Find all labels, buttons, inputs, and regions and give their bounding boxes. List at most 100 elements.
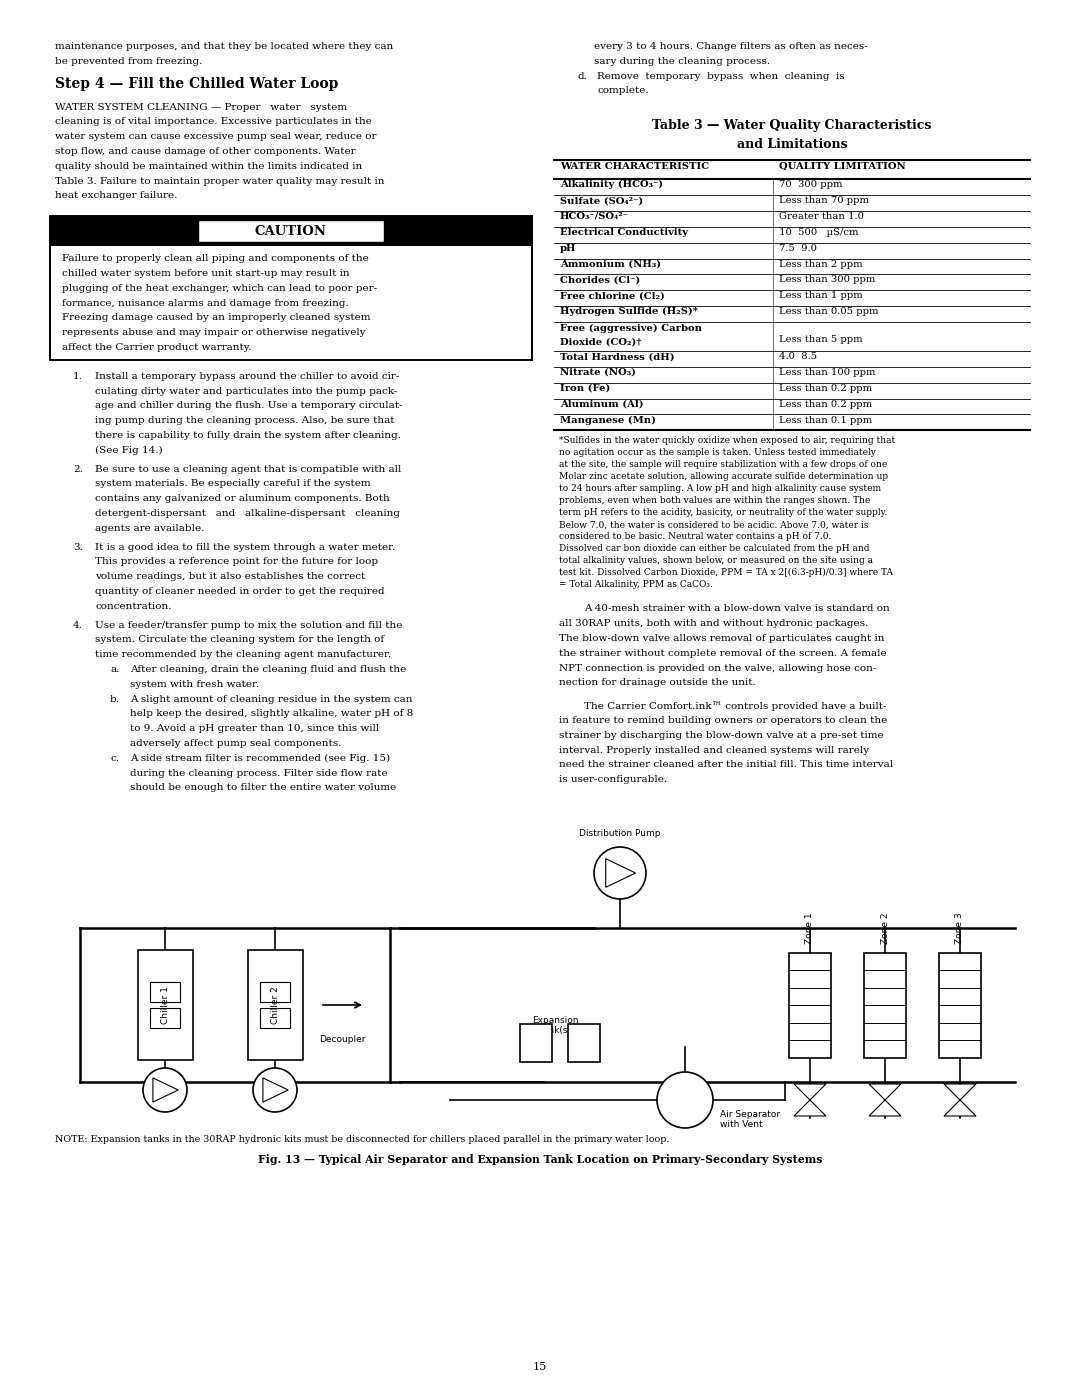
Circle shape bbox=[594, 847, 646, 900]
Text: Nitrate (NO₃): Nitrate (NO₃) bbox=[561, 367, 636, 377]
Text: Molar zinc acetate solution, allowing accurate sulfide determination up: Molar zinc acetate solution, allowing ac… bbox=[559, 472, 888, 482]
Text: A side stream filter is recommended (see Fig. 15): A side stream filter is recommended (see… bbox=[130, 754, 390, 763]
Text: contains any galvanized or aluminum components. Both: contains any galvanized or aluminum comp… bbox=[95, 495, 390, 503]
Text: WATER CHARACTERISTIC: WATER CHARACTERISTIC bbox=[561, 162, 710, 170]
Text: Less than 0.1 ppm: Less than 0.1 ppm bbox=[779, 415, 873, 425]
Text: chilled water system before unit start-up may result in: chilled water system before unit start-u… bbox=[62, 270, 350, 278]
Text: every 3 to 4 hours. Change filters as often as neces-: every 3 to 4 hours. Change filters as of… bbox=[594, 42, 867, 52]
FancyBboxPatch shape bbox=[789, 953, 831, 1058]
Text: problems, even when both values are within the ranges shown. The: problems, even when both values are with… bbox=[559, 496, 870, 506]
FancyBboxPatch shape bbox=[939, 953, 981, 1058]
Text: adversely affect pump seal components.: adversely affect pump seal components. bbox=[130, 739, 341, 747]
Text: Be sure to use a cleaning agent that is compatible with all: Be sure to use a cleaning agent that is … bbox=[95, 465, 402, 474]
Text: (See Fig 14.): (See Fig 14.) bbox=[95, 446, 163, 455]
Polygon shape bbox=[262, 1078, 288, 1102]
Text: Chorides (Cl⁻): Chorides (Cl⁻) bbox=[561, 275, 640, 285]
Text: at the site, the sample will require stabilization with a few drops of one: at the site, the sample will require sta… bbox=[559, 461, 888, 469]
Text: and Limitations: and Limitations bbox=[737, 138, 848, 151]
Text: age and chiller during the flush. Use a temporary circulat-: age and chiller during the flush. Use a … bbox=[95, 401, 403, 411]
Text: Below 7.0, the water is considered to be acidic. Above 7.0, water is: Below 7.0, the water is considered to be… bbox=[559, 520, 868, 529]
Text: Less than 5 ppm: Less than 5 ppm bbox=[779, 334, 863, 344]
Text: during the cleaning process. Filter side flow rate: during the cleaning process. Filter side… bbox=[130, 768, 388, 778]
Text: Use a feeder/transfer pump to mix the solution and fill the: Use a feeder/transfer pump to mix the so… bbox=[95, 620, 403, 630]
Text: Distribution Pump: Distribution Pump bbox=[579, 828, 661, 838]
FancyBboxPatch shape bbox=[247, 950, 302, 1060]
Text: Air Separator
with Vent: Air Separator with Vent bbox=[720, 1111, 780, 1129]
Text: all 30RAP units, both with and without hydronic packages.: all 30RAP units, both with and without h… bbox=[559, 619, 868, 629]
Text: Less than 70 ppm: Less than 70 ppm bbox=[779, 196, 869, 205]
Text: A slight amount of cleaning residue in the system can: A slight amount of cleaning residue in t… bbox=[130, 694, 413, 704]
Text: Greater than 1.0: Greater than 1.0 bbox=[779, 212, 864, 221]
Text: 1.: 1. bbox=[73, 372, 83, 381]
Polygon shape bbox=[869, 1084, 901, 1099]
Text: complete.: complete. bbox=[597, 87, 649, 95]
Text: Less than 0.2 ppm: Less than 0.2 ppm bbox=[779, 400, 872, 409]
Text: QUALITY LIMITATION: QUALITY LIMITATION bbox=[779, 162, 906, 170]
Text: Dioxide (CO₂)†: Dioxide (CO₂)† bbox=[561, 337, 642, 346]
Text: Dissolved car bon dioxide can either be calculated from the pH and: Dissolved car bon dioxide can either be … bbox=[559, 545, 869, 553]
Text: Less than 0.2 ppm: Less than 0.2 ppm bbox=[779, 384, 872, 393]
Text: should be enough to filter the entire water volume: should be enough to filter the entire wa… bbox=[130, 784, 396, 792]
Text: Decoupler: Decoupler bbox=[319, 1035, 365, 1044]
Text: culating dirty water and particulates into the pump pack-: culating dirty water and particulates in… bbox=[95, 387, 397, 395]
Polygon shape bbox=[869, 1099, 901, 1116]
Text: nection for drainage outside the unit.: nection for drainage outside the unit. bbox=[559, 679, 756, 687]
Circle shape bbox=[657, 1071, 713, 1127]
Text: pH: pH bbox=[561, 243, 577, 253]
Text: Sulfate (SO₄²⁻): Sulfate (SO₄²⁻) bbox=[561, 196, 644, 205]
Text: Free chlorine (Cl₂): Free chlorine (Cl₂) bbox=[561, 292, 665, 300]
Text: d.: d. bbox=[577, 71, 586, 81]
FancyBboxPatch shape bbox=[50, 217, 532, 360]
Text: 10  500   µS/cm: 10 500 µS/cm bbox=[779, 228, 859, 237]
Text: Iron (Fe): Iron (Fe) bbox=[561, 384, 610, 393]
Text: total alkalinity values, shown below, or measured on the site using a: total alkalinity values, shown below, or… bbox=[559, 556, 873, 566]
Text: there is capability to fully drain the system after cleaning.: there is capability to fully drain the s… bbox=[95, 432, 401, 440]
Text: ing pump during the cleaning process. Also, be sure that: ing pump during the cleaning process. Al… bbox=[95, 416, 394, 425]
FancyBboxPatch shape bbox=[260, 982, 291, 1002]
Text: Table 3. Failure to maintain proper water quality may result in: Table 3. Failure to maintain proper wate… bbox=[55, 176, 384, 186]
Text: The blow-down valve allows removal of particulates caught in: The blow-down valve allows removal of pa… bbox=[559, 634, 885, 643]
FancyBboxPatch shape bbox=[199, 221, 383, 242]
Text: to 9. Avoid a pH greater than 10, since this will: to 9. Avoid a pH greater than 10, since … bbox=[130, 724, 379, 733]
Text: NOTE: Expansion tanks in the 30RAP hydronic kits must be disconnected for chille: NOTE: Expansion tanks in the 30RAP hydro… bbox=[55, 1134, 670, 1144]
Text: concentration.: concentration. bbox=[95, 602, 172, 610]
Text: to 24 hours after sampling. A low pH and high alkalinity cause system: to 24 hours after sampling. A low pH and… bbox=[559, 485, 881, 493]
Text: Less than 100 ppm: Less than 100 ppm bbox=[779, 367, 876, 377]
Text: 4.: 4. bbox=[73, 620, 83, 630]
Text: help keep the desired, slightly alkaline, water pH of 8: help keep the desired, slightly alkaline… bbox=[130, 710, 414, 718]
Text: 70  300 ppm: 70 300 ppm bbox=[779, 180, 842, 189]
Text: Less than 0.05 ppm: Less than 0.05 ppm bbox=[779, 307, 878, 316]
Text: system materials. Be especially careful if the system: system materials. Be especially careful … bbox=[95, 479, 370, 489]
Text: is user-configurable.: is user-configurable. bbox=[559, 775, 667, 784]
Polygon shape bbox=[153, 1078, 178, 1102]
Circle shape bbox=[143, 1067, 187, 1112]
Text: Less than 1 ppm: Less than 1 ppm bbox=[779, 292, 863, 300]
Text: 3.: 3. bbox=[73, 542, 83, 552]
FancyBboxPatch shape bbox=[150, 982, 180, 1002]
FancyBboxPatch shape bbox=[137, 950, 192, 1060]
Text: Table 3 — Water Quality Characteristics: Table 3 — Water Quality Characteristics bbox=[652, 119, 932, 133]
Text: 15: 15 bbox=[532, 1362, 548, 1372]
Text: = Total Alkalinity, PPM as CaCO₃.: = Total Alkalinity, PPM as CaCO₃. bbox=[559, 580, 713, 590]
Text: volume readings, but it also establishes the correct: volume readings, but it also establishes… bbox=[95, 573, 365, 581]
Text: *Sulfides in the water quickly oxidize when exposed to air, requiring that: *Sulfides in the water quickly oxidize w… bbox=[559, 436, 895, 446]
Text: WATER SYSTEM CLEANING — Proper   water   system: WATER SYSTEM CLEANING — Proper water sys… bbox=[55, 102, 347, 112]
Text: in feature to remind building owners or operators to clean the: in feature to remind building owners or … bbox=[559, 715, 888, 725]
Text: system. Circulate the cleaning system for the length of: system. Circulate the cleaning system fo… bbox=[95, 636, 384, 644]
FancyBboxPatch shape bbox=[519, 1024, 552, 1062]
Text: Chiller 1: Chiller 1 bbox=[161, 986, 170, 1024]
Text: be prevented from freezing.: be prevented from freezing. bbox=[55, 57, 202, 66]
Text: Less than 2 ppm: Less than 2 ppm bbox=[779, 260, 863, 268]
Text: Hydrogen Sulfide (H₂S)*: Hydrogen Sulfide (H₂S)* bbox=[561, 307, 698, 316]
Text: a.: a. bbox=[110, 665, 120, 673]
Text: Zone 1: Zone 1 bbox=[806, 912, 814, 944]
Text: strainer by discharging the blow-down valve at a pre-set time: strainer by discharging the blow-down va… bbox=[559, 731, 883, 740]
Text: After cleaning, drain the cleaning fluid and flush the: After cleaning, drain the cleaning fluid… bbox=[130, 665, 406, 673]
Text: A 40-mesh strainer with a blow-down valve is standard on: A 40-mesh strainer with a blow-down valv… bbox=[584, 605, 890, 613]
Text: 7.5  9.0: 7.5 9.0 bbox=[779, 243, 816, 253]
Text: time recommended by the cleaning agent manufacturer.: time recommended by the cleaning agent m… bbox=[95, 650, 391, 659]
FancyBboxPatch shape bbox=[568, 1024, 600, 1062]
Circle shape bbox=[253, 1067, 297, 1112]
Text: HCO₃⁻/SO₄²⁻: HCO₃⁻/SO₄²⁻ bbox=[561, 212, 629, 221]
Text: considered to be basic. Neutral water contains a pH of 7.0.: considered to be basic. Neutral water co… bbox=[559, 532, 832, 542]
